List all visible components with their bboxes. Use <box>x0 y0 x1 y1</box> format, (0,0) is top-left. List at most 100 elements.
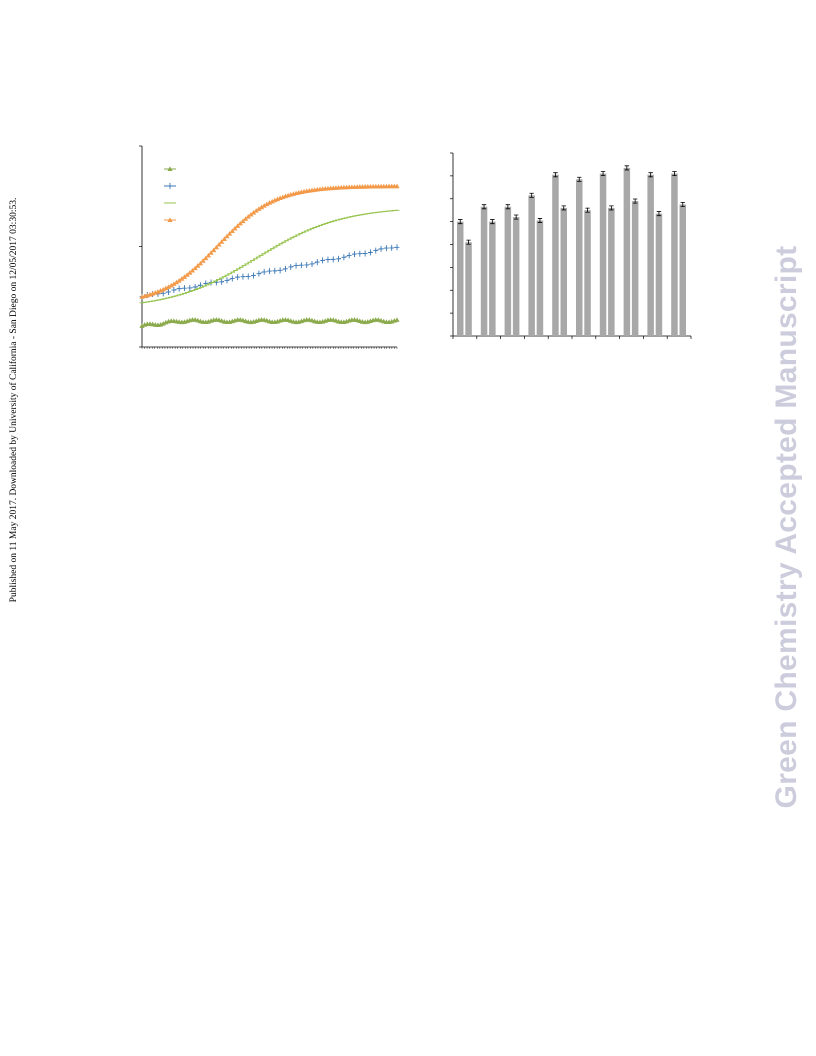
line-series-2-point <box>235 274 241 281</box>
line-series-1-point <box>394 317 400 322</box>
line-series-4-point <box>208 250 214 255</box>
line-series-4-point <box>253 208 259 213</box>
line-series-2-point <box>166 288 171 295</box>
line-series-4-point <box>237 220 243 226</box>
line-series-4-point <box>197 260 204 266</box>
bar-error <box>490 219 495 225</box>
bar-error <box>537 218 543 223</box>
line-series-1 <box>139 317 400 328</box>
legend-marker-1 <box>167 166 173 171</box>
line-series-4-point <box>211 247 217 253</box>
bar-group-4 <box>528 192 544 336</box>
line-series-2-point <box>362 250 368 257</box>
line-series-4-point <box>168 282 174 288</box>
bar-error <box>585 207 590 213</box>
line-series-4-point <box>394 183 400 189</box>
bar <box>489 221 496 336</box>
line-series-2-point <box>182 285 187 292</box>
line-series-2-point <box>373 247 379 254</box>
bar <box>504 206 512 336</box>
line-series-2-point <box>176 285 182 292</box>
line-series-2-point <box>171 287 177 294</box>
bar-error <box>609 205 614 211</box>
line-series-2-point <box>256 270 262 277</box>
line-series-2-point <box>267 268 272 275</box>
line-series-4-point <box>179 276 185 281</box>
line-series-2-point <box>341 254 347 261</box>
bar <box>584 210 591 336</box>
line-series-4-point <box>245 214 251 219</box>
bar-group-1 <box>457 219 472 336</box>
bar <box>536 220 544 336</box>
line-series-4-point <box>221 236 227 242</box>
line-series-2-point <box>298 262 304 269</box>
line-series-4-point <box>173 279 180 285</box>
line-series-2-point <box>277 267 283 274</box>
line-series-2-point <box>304 261 310 268</box>
line-series-2-point <box>187 284 193 291</box>
line-series-1-point <box>160 321 166 326</box>
bar <box>599 173 607 336</box>
line-series-4-point <box>261 203 267 208</box>
bar-error <box>458 219 463 225</box>
line-series-4-point <box>184 272 190 277</box>
line-series-2-point <box>383 245 389 252</box>
line-series-2-point <box>293 262 299 269</box>
line-series-2-point <box>245 273 251 280</box>
line-series-4-point <box>195 263 201 268</box>
bar <box>623 167 631 336</box>
bar-error <box>561 205 566 211</box>
bar-group-9 <box>647 172 663 336</box>
bar-error <box>529 192 534 198</box>
line-series-4-point <box>205 252 212 258</box>
line-series-2-point <box>283 265 288 272</box>
bar-error <box>648 172 653 178</box>
line-series-4-point <box>200 258 206 263</box>
line-series-4-point <box>266 200 273 205</box>
bar <box>671 173 678 336</box>
bar <box>679 204 686 336</box>
bar-error <box>577 176 582 182</box>
bar <box>560 207 567 336</box>
line-series-2-point <box>272 267 278 274</box>
line-series-4-point <box>176 277 182 283</box>
bar-error <box>656 211 662 217</box>
bar-error <box>680 202 685 207</box>
bar-group-7 <box>599 171 615 336</box>
bar-error <box>624 165 630 171</box>
line-series-2-point <box>219 278 225 285</box>
line-series-2-point <box>394 244 400 251</box>
line-series-4-point <box>189 267 196 273</box>
line-series-2-point <box>389 244 395 251</box>
line-series-4-point <box>171 281 177 286</box>
line-series-4-point <box>163 285 169 291</box>
bar-group-8 <box>623 165 639 336</box>
line-series-2-point <box>261 268 267 275</box>
bar-error <box>600 171 606 177</box>
bar-error <box>466 239 471 245</box>
line-series-4-point <box>203 255 209 261</box>
bar-error <box>632 198 638 204</box>
line-series-4-point <box>269 198 275 204</box>
line-chart-legend <box>164 166 176 222</box>
line-series-4-point <box>187 270 193 275</box>
line-series-4-point <box>192 265 198 271</box>
bar <box>457 221 464 336</box>
bar-error <box>505 204 511 210</box>
bar-group-10 <box>671 171 686 336</box>
bar <box>576 179 583 336</box>
bar <box>480 206 488 336</box>
line-series-2-point <box>357 250 363 257</box>
line-series-2-point <box>346 252 352 259</box>
line-series-2-point <box>229 275 235 282</box>
line-series-4 <box>139 183 400 299</box>
bar <box>631 201 639 336</box>
bar-error <box>553 172 558 178</box>
bar <box>647 174 654 336</box>
line-series-4-point <box>240 218 246 224</box>
line-series-2-point <box>288 263 294 270</box>
line-series-4-point <box>235 223 241 228</box>
line-series-4-point <box>224 233 230 239</box>
